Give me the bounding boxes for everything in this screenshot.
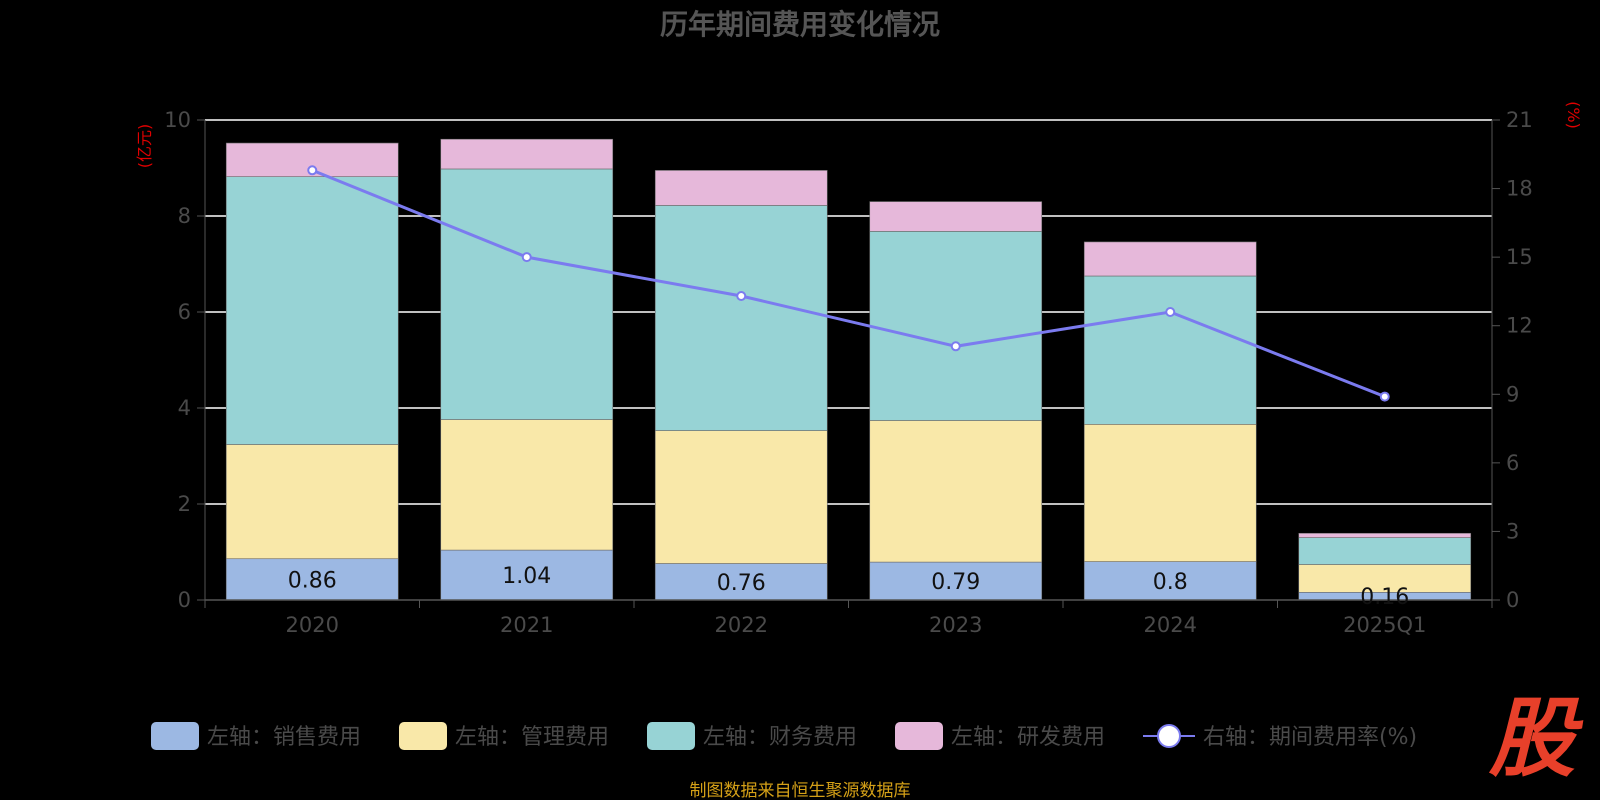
legend-label: 左轴：财务费用 xyxy=(703,725,857,750)
x-tick-label: 2020 xyxy=(286,613,339,637)
right-axis-unit: (%) xyxy=(1564,101,1583,129)
chart-title: 历年期间费用变化情况 xyxy=(660,8,940,41)
right-tick-label: 9 xyxy=(1506,382,1519,406)
bar-data-label: 0.76 xyxy=(717,571,766,596)
left-tick-label: 0 xyxy=(178,588,191,612)
bar-segment xyxy=(440,138,614,170)
bar-data-label: 0.86 xyxy=(288,568,337,593)
bar-segment xyxy=(225,444,399,560)
bar-segment xyxy=(1298,537,1472,565)
left-axis-unit: (亿元) xyxy=(135,124,154,169)
bar-segment xyxy=(440,419,614,551)
bar-data-label: 1.04 xyxy=(502,564,551,589)
bar-segment xyxy=(869,420,1043,563)
bar-segment xyxy=(654,430,828,564)
bar-data-label: 0.79 xyxy=(931,570,980,595)
rate-line-point xyxy=(521,252,532,263)
legend-swatch xyxy=(399,722,447,750)
x-tick-label: 2022 xyxy=(715,613,768,637)
bar-segment xyxy=(225,558,399,601)
left-tick-label: 10 xyxy=(164,108,191,132)
bar-segment xyxy=(440,168,614,420)
legend-label: 右轴：期间费用率(%) xyxy=(1203,725,1417,750)
legend-label: 左轴：研发费用 xyxy=(951,725,1105,750)
bar-data-label: 0.16 xyxy=(1360,585,1409,610)
legend-swatch xyxy=(895,722,943,750)
x-tick-label: 2023 xyxy=(929,613,982,637)
x-tick-label: 2024 xyxy=(1144,613,1197,637)
source-note: 制图数据来自恒生聚源数据库 xyxy=(690,781,911,800)
bar-segment xyxy=(225,176,399,445)
left-tick-label: 8 xyxy=(178,204,191,228)
bar-segment xyxy=(869,231,1043,421)
legend-label: 左轴：销售费用 xyxy=(207,725,361,750)
bar-segment xyxy=(1083,241,1257,277)
bars xyxy=(225,138,1472,601)
legend: 左轴：销售费用 左轴：管理费用 左轴：财务费用 左轴：研发费用 右轴：期间费用率(%) xyxy=(151,722,1417,750)
right-tick-label: 21 xyxy=(1506,108,1533,132)
data-labels: 0.86 1.04 0.76 0.79 0.8 0.16 xyxy=(288,564,1409,610)
right-tick-label: 0 xyxy=(1506,588,1519,612)
right-tick-label: 15 xyxy=(1506,245,1533,269)
bar-segment xyxy=(654,205,828,431)
rate-line-point xyxy=(736,291,747,301)
right-tick-label: 12 xyxy=(1506,314,1533,338)
x-tick-label: 2021 xyxy=(500,613,553,637)
rate-line-point xyxy=(1165,307,1176,317)
left-tick-label: 6 xyxy=(178,300,191,324)
gridlines xyxy=(205,119,1492,505)
legend-marker xyxy=(1157,724,1181,748)
bar-segment xyxy=(1298,532,1472,538)
right-tick-label: 18 xyxy=(1506,177,1533,201)
right-tick-label: 3 xyxy=(1506,519,1519,543)
legend-swatch xyxy=(647,722,695,750)
brand-logo: 股 xyxy=(1488,689,1584,789)
right-tick-label: 6 xyxy=(1506,451,1519,475)
left-tick-label: 2 xyxy=(178,492,191,516)
legend-swatch xyxy=(151,722,199,750)
legend-label: 左轴：管理费用 xyxy=(455,725,609,750)
rate-line-point xyxy=(307,165,318,176)
bar-data-label: 0.8 xyxy=(1153,570,1188,595)
rate-line-path xyxy=(311,168,1386,398)
bar-segment xyxy=(1083,424,1257,562)
bar-segment xyxy=(869,201,1043,232)
x-tick-label: 2025Q1 xyxy=(1343,613,1426,637)
rate-line-point xyxy=(950,341,961,352)
rate-line xyxy=(307,165,1390,402)
bar-segment xyxy=(1083,275,1257,425)
axes: 0 2 4 6 8 10 0 3 6 9 12 15 18 21 2020 2021 2022 2023 2024 2… xyxy=(164,108,1532,637)
bar-segment xyxy=(654,170,828,206)
rate-line-point xyxy=(1379,391,1390,402)
left-tick-label: 4 xyxy=(178,396,191,420)
